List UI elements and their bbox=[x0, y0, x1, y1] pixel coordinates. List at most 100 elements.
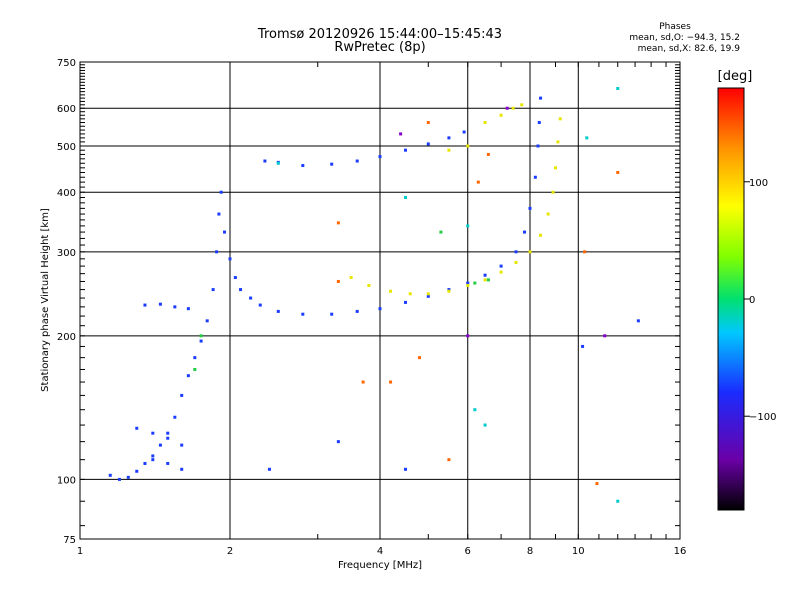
colorbar-tick-label: 0 bbox=[749, 295, 755, 306]
data-point bbox=[556, 140, 560, 144]
data-point bbox=[523, 230, 527, 234]
data-point bbox=[336, 440, 340, 444]
data-point bbox=[447, 288, 451, 292]
data-point bbox=[426, 294, 430, 298]
data-point bbox=[166, 461, 170, 465]
data-point bbox=[276, 309, 280, 313]
data-point bbox=[537, 121, 541, 125]
data-point bbox=[483, 278, 487, 282]
data-point bbox=[636, 319, 640, 323]
data-point bbox=[228, 257, 232, 261]
data-point bbox=[301, 164, 305, 168]
data-point bbox=[533, 175, 537, 179]
data-point bbox=[211, 288, 215, 292]
data-point bbox=[143, 461, 147, 465]
data-point bbox=[447, 289, 451, 293]
data-point bbox=[199, 334, 203, 338]
data-point bbox=[143, 303, 147, 307]
data-point bbox=[336, 221, 340, 225]
data-point bbox=[135, 426, 139, 430]
phase-stats: Phases mean, sd,O: −94.3, 15.2 mean, sd,… bbox=[540, 22, 740, 55]
x-tick-label: 2 bbox=[227, 546, 233, 557]
y-tick-label: 500 bbox=[57, 142, 76, 153]
data-point bbox=[520, 103, 524, 107]
data-point bbox=[539, 96, 543, 100]
chart-subtitle: RwPretec (8p) bbox=[334, 40, 426, 55]
colorbar-label: [deg] bbox=[718, 69, 753, 84]
data-point bbox=[355, 159, 359, 163]
data-point bbox=[426, 292, 430, 296]
colorbar-ticks: 100 0 −100 bbox=[744, 178, 776, 423]
data-point bbox=[466, 224, 470, 228]
data-point bbox=[616, 170, 620, 174]
x-tick-label: 1 bbox=[77, 546, 83, 557]
data-point bbox=[483, 273, 487, 277]
data-point bbox=[486, 152, 490, 156]
data-point bbox=[258, 303, 262, 307]
data-point bbox=[166, 436, 170, 440]
data-point bbox=[528, 206, 532, 210]
data-point bbox=[546, 212, 550, 216]
data-point bbox=[511, 106, 515, 110]
y-tick-label: 750 bbox=[57, 58, 76, 69]
y-axis-label: Stationary phase Virtual Height [km] bbox=[40, 208, 51, 392]
data-point bbox=[595, 482, 599, 486]
data-point bbox=[330, 162, 334, 166]
data-point bbox=[180, 443, 184, 447]
phase-stats-o: mean, sd,O: −94.3, 15.2 bbox=[629, 33, 740, 43]
data-point bbox=[349, 276, 353, 280]
data-point bbox=[263, 159, 267, 163]
data-point bbox=[528, 250, 532, 254]
data-point bbox=[367, 283, 371, 287]
data-point bbox=[581, 344, 585, 348]
data-point bbox=[151, 431, 155, 435]
y-tick-label: 300 bbox=[57, 248, 76, 259]
phase-stats-x: mean, sd,X: 82.6, 19.9 bbox=[637, 44, 740, 54]
data-point bbox=[117, 477, 121, 481]
phase-stats-title: Phases bbox=[659, 22, 691, 32]
data-point bbox=[466, 281, 470, 285]
data-point bbox=[173, 305, 177, 309]
data-point bbox=[180, 393, 184, 397]
data-point bbox=[536, 144, 540, 148]
data-point bbox=[217, 212, 221, 216]
x-axis-label: Frequency [MHz] bbox=[338, 560, 422, 571]
data-point bbox=[426, 121, 430, 125]
data-points bbox=[108, 86, 640, 503]
data-point bbox=[514, 260, 518, 264]
data-point bbox=[499, 113, 503, 117]
data-point bbox=[378, 155, 382, 159]
data-point bbox=[473, 408, 477, 412]
data-point bbox=[585, 136, 589, 140]
y-axis: 75 100 200 300 400 500 600 750 bbox=[57, 58, 680, 546]
data-point bbox=[466, 334, 470, 338]
data-point bbox=[180, 467, 184, 471]
data-point bbox=[193, 367, 197, 371]
data-point bbox=[239, 288, 243, 292]
chart-title: Tromsø 20120926 15:44:00–15:45:43 bbox=[257, 27, 503, 42]
data-point bbox=[499, 264, 503, 268]
data-point bbox=[249, 296, 253, 300]
data-point bbox=[186, 307, 190, 311]
data-point bbox=[486, 278, 490, 282]
data-point bbox=[616, 86, 620, 90]
data-point bbox=[151, 454, 155, 458]
data-point bbox=[403, 300, 407, 304]
y-tick-label: 100 bbox=[57, 475, 76, 486]
data-point bbox=[539, 233, 543, 237]
data-point bbox=[466, 144, 470, 148]
data-point bbox=[473, 281, 477, 285]
x-axis: 1 2 4 6 8 10 16 bbox=[77, 62, 686, 557]
data-point bbox=[355, 309, 359, 313]
data-point bbox=[551, 190, 555, 194]
x-tick-label: 10 bbox=[572, 546, 585, 557]
data-point bbox=[205, 319, 209, 323]
data-point bbox=[403, 467, 407, 471]
data-point bbox=[173, 415, 177, 419]
x-tick-label: 8 bbox=[527, 546, 533, 557]
data-point bbox=[616, 499, 620, 503]
data-point bbox=[215, 250, 219, 254]
data-point bbox=[301, 312, 305, 316]
data-point bbox=[135, 469, 139, 473]
